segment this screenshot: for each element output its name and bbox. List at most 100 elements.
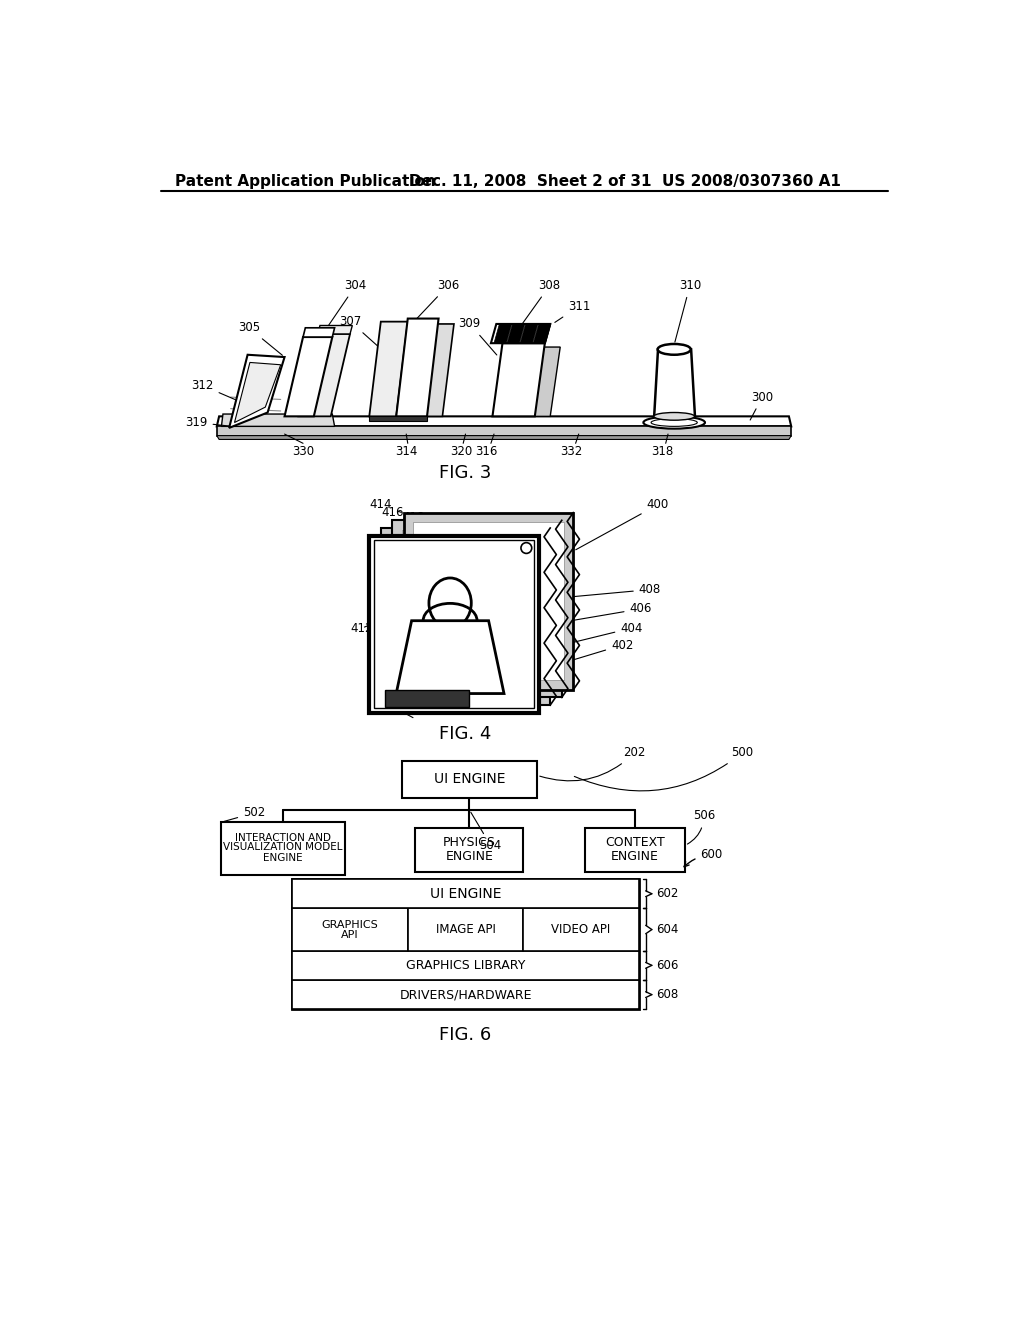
Text: 402: 402 [529, 639, 634, 673]
Text: 318: 318 [650, 445, 673, 458]
Text: 310: 310 [675, 279, 701, 342]
Bar [392, 520, 562, 697]
Text: 406: 406 [553, 602, 652, 624]
Bar [374, 540, 535, 708]
Text: GRAPHICS: GRAPHICS [322, 920, 379, 929]
Text: CONTEXT: CONTEXT [605, 837, 665, 850]
Ellipse shape [429, 578, 471, 628]
Text: 602: 602 [656, 887, 679, 900]
Bar [390, 537, 541, 696]
Polygon shape [396, 620, 504, 693]
Text: 308: 308 [521, 279, 561, 326]
Text: 312: 312 [191, 379, 236, 400]
Bar [292, 879, 639, 908]
Text: 416: 416 [381, 506, 413, 520]
Text: PHYSICS: PHYSICS [443, 837, 496, 850]
Text: VISUALIZATION MODEL: VISUALIZATION MODEL [223, 842, 343, 851]
Polygon shape [412, 323, 454, 416]
Text: 332: 332 [560, 445, 582, 458]
Polygon shape [370, 322, 408, 416]
Text: 606: 606 [656, 958, 679, 972]
Text: @: @ [400, 348, 428, 376]
Polygon shape [370, 416, 427, 421]
Polygon shape [508, 347, 560, 416]
Text: 316: 316 [475, 445, 498, 458]
Bar [523, 908, 639, 950]
Text: 408: 408 [564, 583, 662, 598]
Bar [292, 879, 639, 1010]
Bar [585, 828, 685, 873]
Text: 300: 300 [751, 391, 773, 420]
Text: Dec. 11, 2008  Sheet 2 of 31: Dec. 11, 2008 Sheet 2 of 31 [410, 174, 652, 189]
Ellipse shape [657, 345, 691, 355]
Text: VIDEO API: VIDEO API [551, 924, 610, 936]
Text: FIG. 3: FIG. 3 [439, 463, 492, 482]
Polygon shape [303, 327, 335, 337]
Text: 608: 608 [656, 989, 679, 1001]
Text: 306: 306 [416, 279, 460, 319]
Bar [292, 979, 639, 1010]
Text: 314: 314 [395, 445, 418, 458]
Bar [221, 822, 345, 875]
Text: 330: 330 [292, 445, 314, 458]
Polygon shape [534, 323, 551, 343]
Text: 304: 304 [329, 279, 367, 326]
Bar [416, 828, 523, 873]
Text: 202: 202 [540, 746, 646, 781]
Text: UI ENGINE: UI ENGINE [430, 887, 502, 900]
Bar [408, 908, 523, 950]
Text: UI ENGINE: UI ENGINE [433, 772, 505, 785]
Text: 410: 410 [367, 693, 413, 718]
Text: US 2008/0307360 A1: US 2008/0307360 A1 [662, 174, 841, 189]
Text: 400: 400 [575, 499, 669, 549]
Polygon shape [494, 323, 512, 343]
Text: 600: 600 [684, 847, 723, 867]
Text: ENGINE: ENGINE [263, 853, 303, 862]
Text: IMAGE API: IMAGE API [435, 924, 496, 936]
Text: Images: Images [404, 692, 450, 705]
Bar [413, 521, 564, 681]
Text: ENGINE: ENGINE [445, 850, 494, 863]
Text: 319: 319 [185, 416, 229, 429]
Bar [292, 908, 408, 950]
Text: FIG. 6: FIG. 6 [439, 1026, 492, 1044]
Text: FIG. 4: FIG. 4 [439, 726, 492, 743]
Text: GRAPHICS LIBRARY: GRAPHICS LIBRARY [406, 958, 525, 972]
Text: 504: 504 [471, 812, 502, 851]
Text: 500: 500 [574, 746, 754, 791]
Text: 418: 418 [402, 511, 427, 529]
Bar [370, 536, 539, 713]
Bar [381, 528, 550, 705]
Text: 506: 506 [687, 809, 715, 843]
Polygon shape [298, 334, 350, 416]
Ellipse shape [653, 413, 694, 420]
Text: 307: 307 [339, 315, 381, 348]
Text: 604: 604 [656, 923, 679, 936]
Text: Patent Application Publication: Patent Application Publication [175, 174, 436, 189]
Bar [385, 689, 469, 706]
Bar [403, 512, 573, 689]
Text: 320: 320 [451, 445, 473, 458]
Text: FIG. 5: FIG. 5 [435, 887, 487, 906]
Polygon shape [396, 318, 438, 416]
Text: 305: 305 [238, 321, 283, 355]
Polygon shape [221, 414, 335, 426]
Bar [402, 760, 538, 797]
Ellipse shape [643, 416, 705, 429]
Text: 502: 502 [224, 807, 265, 821]
Polygon shape [217, 436, 792, 440]
Text: 412: 412 [350, 622, 373, 635]
Polygon shape [317, 326, 352, 334]
Polygon shape [234, 363, 281, 422]
Polygon shape [490, 323, 550, 343]
Text: 404: 404 [542, 622, 643, 651]
Bar [292, 950, 639, 979]
Text: API: API [341, 931, 358, 940]
Polygon shape [285, 337, 333, 416]
Text: 311: 311 [555, 300, 590, 322]
Polygon shape [520, 323, 538, 343]
Polygon shape [493, 343, 545, 416]
Text: INTERACTION AND: INTERACTION AND [236, 833, 331, 842]
Polygon shape [654, 350, 695, 416]
Polygon shape [229, 355, 285, 428]
